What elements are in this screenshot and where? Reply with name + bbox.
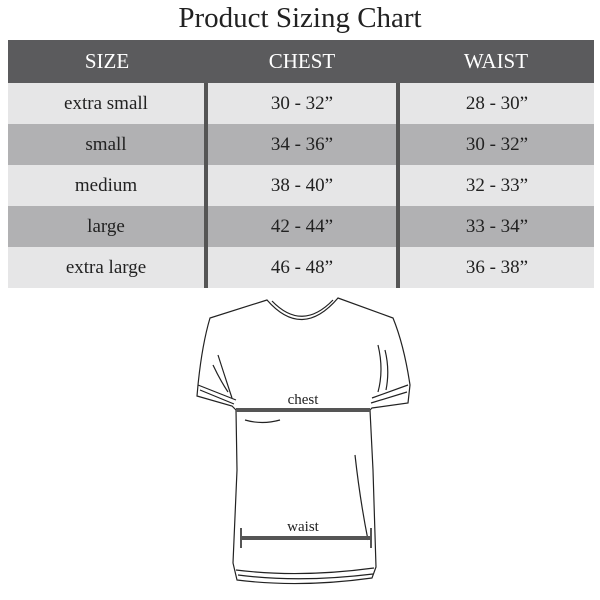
- chest-cell: 30 - 32”: [204, 83, 398, 124]
- size-cell: extra small: [8, 83, 206, 124]
- header-waist: WAIST: [398, 40, 594, 83]
- table-row: extra large 46 - 48” 36 - 38”: [8, 247, 594, 288]
- chest-label: chest: [288, 392, 320, 408]
- chest-cell: 42 - 44”: [204, 206, 398, 247]
- waist-cell: 33 - 34”: [396, 206, 594, 247]
- waist-cell: 30 - 32”: [396, 124, 594, 165]
- page-title: Product Sizing Chart: [178, 2, 422, 34]
- header-size: SIZE: [8, 40, 206, 83]
- size-cell: small: [8, 124, 206, 165]
- size-cell: extra large: [8, 247, 206, 288]
- size-cell: large: [8, 206, 206, 247]
- header-chest: CHEST: [206, 40, 398, 83]
- size-cell: medium: [8, 165, 206, 206]
- waist-cell: 28 - 30”: [396, 83, 594, 124]
- table-row: small 34 - 36” 30 - 32”: [8, 124, 594, 165]
- sizing-table: SIZE CHEST WAIST extra small 30 - 32” 28 -…: [8, 40, 594, 288]
- waist-label: waist: [287, 519, 319, 535]
- table-row: medium 38 - 40” 32 - 33”: [8, 165, 594, 206]
- waist-cell: 36 - 38”: [396, 247, 594, 288]
- chest-cell: 46 - 48”: [204, 247, 398, 288]
- table-header: SIZE CHEST WAIST: [8, 40, 594, 83]
- chest-cell: 34 - 36”: [204, 124, 398, 165]
- table-row: extra small 30 - 32” 28 - 30”: [8, 83, 594, 124]
- chest-cell: 38 - 40”: [204, 165, 398, 206]
- tshirt-outline: [196, 297, 411, 585]
- waist-cell: 32 - 33”: [396, 165, 594, 206]
- table-row: large 42 - 44” 33 - 34”: [8, 206, 594, 247]
